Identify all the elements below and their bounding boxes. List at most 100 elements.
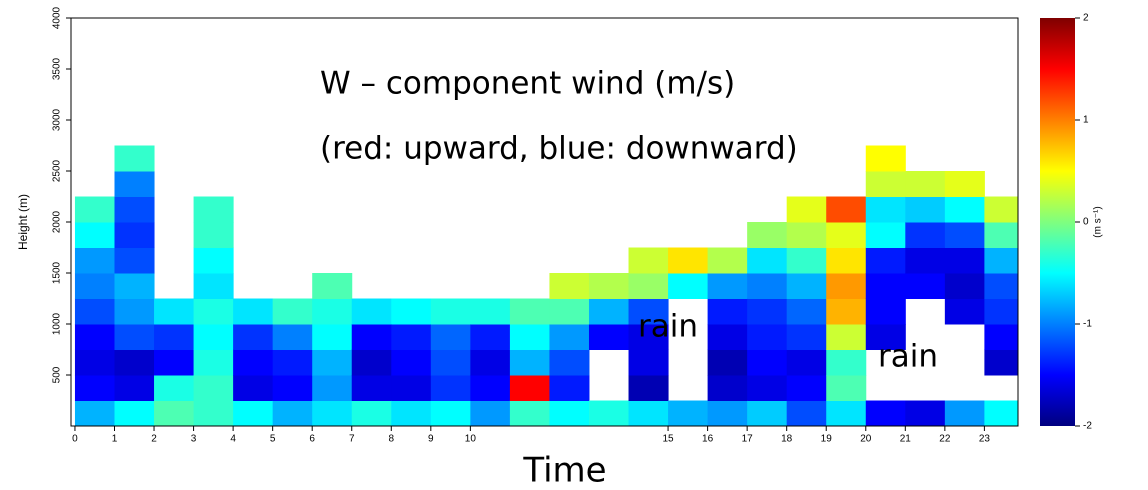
- cells: [74, 145, 1018, 426]
- cell: [74, 273, 115, 299]
- cell: [470, 298, 511, 325]
- x-tick-label: 20: [860, 434, 872, 445]
- cell: [509, 375, 550, 401]
- cell: [707, 273, 748, 299]
- cell: [588, 298, 630, 325]
- cell: [114, 375, 155, 401]
- cell: [391, 349, 432, 376]
- cell: [747, 298, 788, 325]
- cell: [747, 273, 788, 299]
- cell: [747, 324, 788, 350]
- cell: [905, 196, 946, 223]
- cell: [114, 324, 155, 350]
- cell: [351, 400, 392, 426]
- cell: [74, 247, 115, 274]
- cell: [747, 349, 788, 376]
- cell: [272, 324, 313, 350]
- cell: [193, 298, 234, 325]
- cell: [154, 324, 195, 350]
- cell: [272, 375, 313, 401]
- cell: [786, 273, 827, 299]
- cell: [826, 324, 867, 350]
- cell: [865, 247, 906, 274]
- cell: [193, 247, 234, 274]
- x-tick-label: 19: [821, 434, 833, 445]
- y-axis-label: Height (m): [16, 194, 30, 250]
- cell: [747, 400, 788, 426]
- cell: [628, 375, 669, 401]
- cell: [944, 247, 985, 274]
- cell: [984, 298, 1018, 325]
- y-tick-label: 2500: [52, 159, 63, 182]
- x-tick-label: 7: [349, 434, 355, 445]
- cell: [984, 247, 1018, 274]
- cell: [430, 349, 471, 376]
- x-tick-label: 21: [900, 434, 912, 445]
- cell: [944, 171, 985, 197]
- cell: [391, 298, 432, 325]
- cell: [549, 298, 590, 325]
- cell: [826, 375, 867, 401]
- cell: [707, 400, 748, 426]
- cell: [826, 400, 867, 426]
- cell: [233, 298, 274, 325]
- y-tick-label: 3000: [52, 108, 63, 131]
- cell: [826, 222, 867, 248]
- cell: [549, 324, 590, 350]
- cell: [233, 324, 274, 350]
- colorbar-label: (m s⁻¹): [1093, 206, 1104, 237]
- cell: [430, 375, 471, 401]
- y-tick-label: 2000: [52, 210, 63, 233]
- x-tick-label: 22: [939, 434, 951, 445]
- y-tick-label: 500: [52, 366, 63, 383]
- cell: [628, 247, 669, 274]
- cell: [193, 324, 234, 350]
- cell: [865, 400, 906, 426]
- cell: [707, 349, 748, 376]
- cell: [114, 349, 155, 376]
- cell: [74, 298, 115, 325]
- cell: [470, 324, 511, 350]
- x-axis-label: Time: [522, 451, 606, 490]
- cell: [826, 196, 867, 223]
- cell: [865, 171, 906, 197]
- cell: [668, 400, 709, 426]
- cell: [786, 222, 827, 248]
- cell: [786, 375, 827, 401]
- cell: [74, 400, 115, 426]
- cell: [905, 400, 946, 426]
- x-tick-label: 18: [781, 434, 793, 445]
- cell: [351, 375, 392, 401]
- x-tick-label: 4: [230, 434, 236, 445]
- cell: [628, 400, 669, 426]
- cell: [351, 349, 392, 376]
- cell: [984, 349, 1018, 376]
- cell: [865, 324, 906, 350]
- cell: [984, 196, 1018, 223]
- cell: [707, 247, 748, 274]
- cell: [114, 273, 155, 299]
- cell: [430, 298, 471, 325]
- cell: [509, 400, 550, 426]
- y-tick-label: 3500: [52, 57, 63, 80]
- cell: [233, 349, 274, 376]
- cell: [786, 247, 827, 274]
- cell: [747, 222, 788, 248]
- cell: [233, 400, 274, 426]
- cell: [272, 298, 313, 325]
- y-tick-label: 1000: [52, 312, 63, 335]
- x-tick-label: 9: [428, 434, 434, 445]
- cell: [588, 400, 630, 426]
- cell: [233, 375, 274, 401]
- cell: [312, 273, 353, 299]
- cell: [114, 298, 155, 325]
- cell: [826, 247, 867, 274]
- cell: [944, 196, 985, 223]
- cell: [430, 324, 471, 350]
- cell: [74, 375, 115, 401]
- cell: [114, 171, 155, 197]
- cell: [628, 324, 669, 350]
- cell: [786, 196, 827, 223]
- cell: [905, 171, 946, 197]
- cell: [984, 400, 1018, 426]
